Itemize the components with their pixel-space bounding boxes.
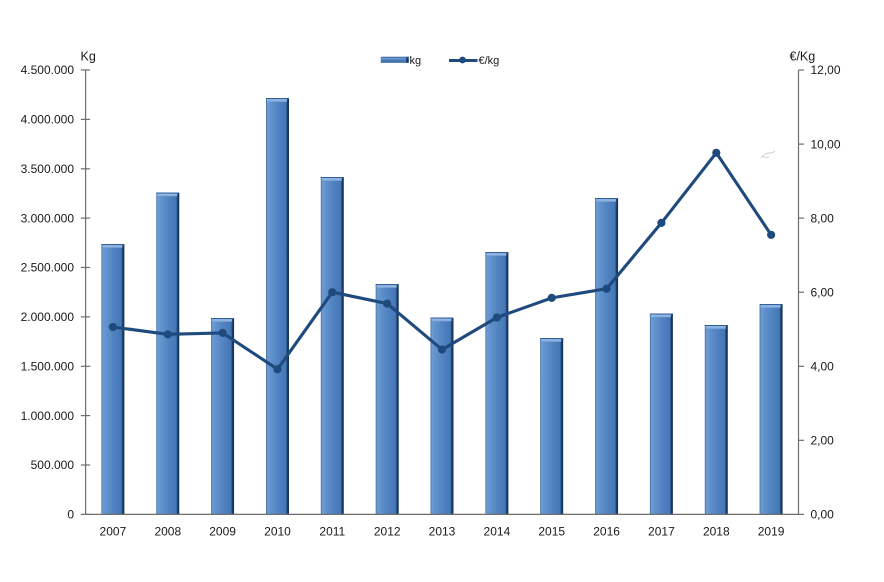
svg-text:2019: 2019 [758, 525, 785, 539]
svg-text:2014: 2014 [484, 525, 511, 539]
svg-text:500.000: 500.000 [31, 458, 75, 472]
svg-text:2015: 2015 [538, 525, 565, 539]
svg-text:4.000.000: 4.000.000 [21, 113, 75, 127]
svg-text:2017: 2017 [648, 525, 675, 539]
svg-text:2010: 2010 [264, 525, 291, 539]
svg-text:4,00: 4,00 [811, 360, 835, 374]
svg-text:1.000.000: 1.000.000 [21, 409, 75, 423]
svg-text:4.500.000: 4.500.000 [21, 63, 75, 77]
svg-text:2.000.000: 2.000.000 [21, 310, 75, 324]
svg-text:2018: 2018 [703, 525, 730, 539]
svg-text:€/kg: €/kg [479, 55, 500, 67]
svg-text:€/Kg: €/Kg [790, 50, 816, 64]
svg-text:2012: 2012 [374, 525, 401, 539]
svg-text:2016: 2016 [593, 525, 620, 539]
svg-text:2,00: 2,00 [811, 434, 835, 448]
svg-text:3.000.000: 3.000.000 [21, 211, 75, 225]
svg-text:12,00: 12,00 [811, 63, 841, 77]
svg-text:10,00: 10,00 [811, 137, 841, 151]
svg-text:0,00: 0,00 [811, 508, 835, 522]
svg-text:0: 0 [67, 508, 74, 522]
svg-text:2.500.000: 2.500.000 [21, 261, 75, 275]
svg-text:2008: 2008 [154, 525, 181, 539]
svg-text:2007: 2007 [100, 525, 127, 539]
svg-text:8,00: 8,00 [811, 211, 835, 225]
svg-text:2009: 2009 [209, 525, 236, 539]
svg-text:6,00: 6,00 [811, 285, 835, 299]
svg-text:2011: 2011 [319, 525, 345, 539]
svg-text:Kg: Kg [81, 50, 96, 64]
svg-text:1.500.000: 1.500.000 [21, 360, 75, 374]
svg-text:kg: kg [410, 55, 422, 67]
svg-text:2013: 2013 [429, 525, 456, 539]
svg-text:3.500.000: 3.500.000 [21, 162, 75, 176]
